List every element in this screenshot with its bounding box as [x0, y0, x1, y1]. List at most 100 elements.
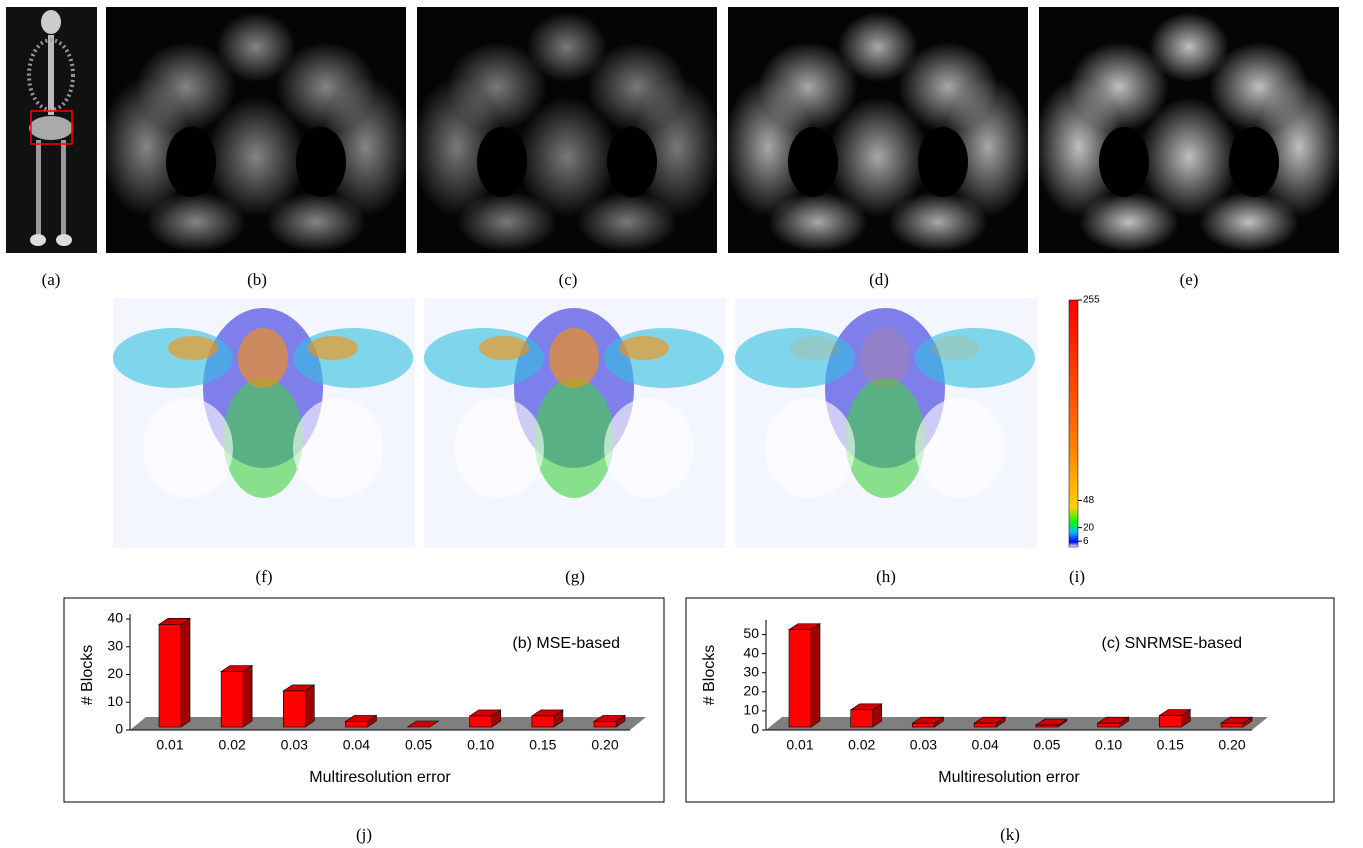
x-tick-label: 0.05 — [1033, 737, 1060, 753]
panel-caption: (e) — [1180, 270, 1199, 289]
annotation: (c) SNRMSE-based — [1102, 635, 1242, 652]
foramen — [607, 127, 657, 197]
x-tick-label: 0.15 — [529, 737, 556, 753]
panel-caption: (h) — [876, 567, 896, 586]
annotation: (b) MSE-based — [512, 635, 620, 652]
map-blob — [238, 328, 288, 388]
bar-front — [974, 723, 996, 727]
bar-front — [159, 624, 181, 727]
error-map — [735, 298, 1037, 548]
pelvis-image — [1034, 7, 1344, 253]
map-blob — [915, 398, 1005, 498]
bone — [457, 192, 557, 252]
bar-front — [912, 723, 934, 727]
map-blob — [765, 398, 855, 498]
y-axis-label: # Blocks — [79, 645, 96, 705]
bar-side — [181, 618, 190, 727]
bar-front — [470, 716, 492, 727]
pelvis-image — [101, 7, 411, 253]
colorbar-ticks: 25548206 — [1078, 295, 1100, 547]
colorbar-tick-label: 48 — [1083, 495, 1095, 506]
colorbar-tick-label: 255 — [1083, 295, 1100, 306]
y-tick-label: 40 — [107, 610, 123, 626]
x-tick-label: 0.02 — [219, 737, 246, 753]
colorbar — [1069, 300, 1078, 547]
foramen — [1099, 127, 1149, 197]
panel-caption: (c) — [559, 270, 578, 289]
x-tick-label: 0.02 — [848, 737, 875, 753]
foramen — [1229, 127, 1279, 197]
bone — [888, 192, 988, 252]
x-tick-label: 0.05 — [405, 737, 432, 753]
x-tick-label: 0.20 — [591, 737, 618, 753]
map-blob — [845, 378, 925, 498]
map-blob — [454, 398, 544, 498]
x-tick-label: 0.10 — [467, 737, 494, 753]
foramen — [166, 127, 216, 197]
y-axis-label: # Blocks — [701, 645, 718, 705]
bar-front — [1036, 725, 1058, 727]
bar-front — [1221, 723, 1243, 727]
bone — [768, 192, 868, 252]
y-tick-label: 20 — [743, 683, 759, 699]
x-tick-label: 0.01 — [786, 737, 813, 753]
map-blob — [223, 378, 303, 498]
bar-side — [243, 666, 252, 728]
pelvis-images — [101, 7, 1344, 253]
bone — [1199, 192, 1299, 252]
y-tick-label: 10 — [107, 693, 123, 709]
map-blob — [479, 336, 529, 360]
bar — [532, 710, 563, 727]
map-blob — [534, 378, 614, 498]
bar — [159, 618, 190, 727]
x-tick-label: 0.03 — [281, 737, 308, 753]
y-tick-label: 0 — [115, 721, 123, 737]
foramen — [788, 127, 838, 197]
y-tick-label: 0 — [751, 721, 759, 737]
bar-front — [594, 721, 616, 727]
figure: 25548206 (a)(b)(c)(d)(e)(f)(g)(h)(i)(j)(… — [0, 0, 1363, 848]
x-axis-label: Multiresolution error — [309, 769, 451, 786]
charts: 0 10 20 30 40 0.01 0.02 0.03 0.04 0.05 0.10 0.15 0.2… — [64, 598, 1334, 802]
x-tick-label: 0.04 — [343, 737, 370, 753]
bar — [851, 704, 882, 727]
bar-front — [1098, 723, 1120, 727]
y-tick-label: 10 — [743, 702, 759, 718]
bar-front — [789, 630, 811, 727]
x-tick-label: 0.20 — [1218, 737, 1245, 753]
map-blob — [604, 398, 694, 498]
bar — [470, 710, 501, 727]
bar-front — [345, 721, 367, 727]
panel-caption: (a) — [42, 270, 61, 289]
floor — [130, 717, 646, 730]
foramen — [296, 127, 346, 197]
pelvis-image — [723, 7, 1033, 253]
error-map — [113, 298, 415, 548]
bar-front — [532, 716, 554, 727]
bone — [266, 192, 366, 252]
map-blob — [790, 336, 840, 360]
floor — [766, 717, 1268, 730]
image-a — [6, 7, 97, 253]
x-axis-label: Multiresolution error — [938, 769, 1080, 786]
bone — [1079, 192, 1179, 252]
bar — [1159, 710, 1190, 727]
x-tick-label: 0.01 — [156, 737, 183, 753]
x-tick-label: 0.10 — [1095, 737, 1122, 753]
map-blob — [604, 328, 724, 388]
map-blob — [143, 398, 233, 498]
y-tick-label: 50 — [743, 625, 759, 641]
map-blob — [619, 336, 669, 360]
map-blob — [293, 328, 413, 388]
bar — [789, 624, 820, 727]
map-blob — [113, 328, 233, 388]
bone — [146, 192, 246, 252]
foramen — [918, 127, 968, 197]
map-blob — [424, 328, 544, 388]
y-tick-label: 30 — [743, 663, 759, 679]
bone — [577, 192, 677, 252]
bar-front — [851, 710, 873, 727]
map-blob — [930, 336, 980, 360]
bar-side — [305, 685, 314, 727]
